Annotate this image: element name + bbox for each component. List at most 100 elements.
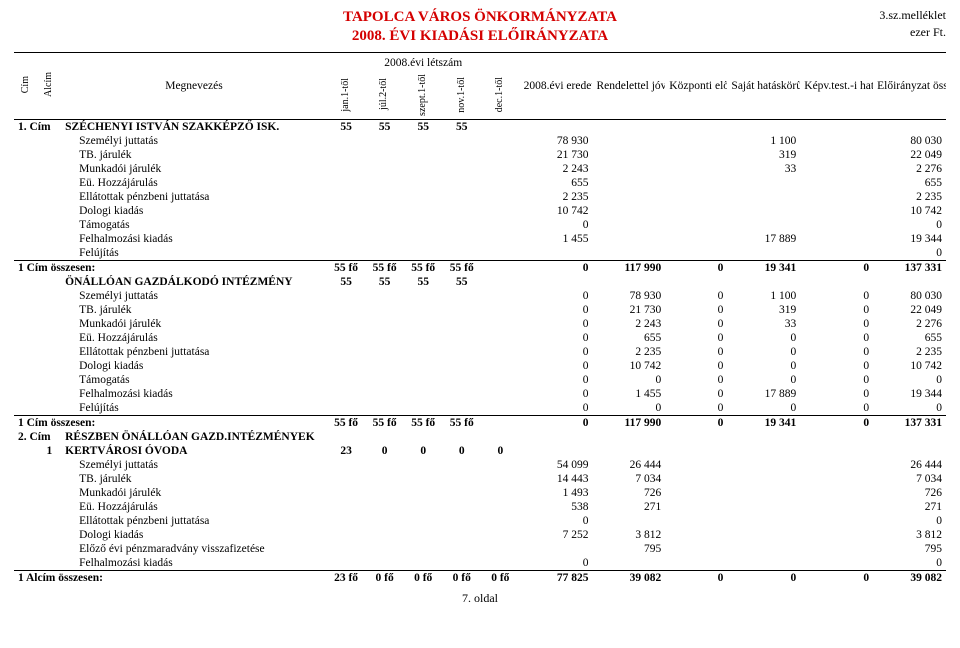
cell-value — [727, 444, 800, 458]
cell-name: Ellátottak pénzbeni juttatása — [61, 514, 327, 528]
cell-quarter — [481, 289, 520, 303]
cell-quarter — [365, 303, 404, 317]
cell-alcim — [38, 486, 62, 500]
hdr-q3: szept.1-től — [404, 73, 443, 120]
cell-quarter — [442, 331, 481, 345]
cell-quarter — [404, 387, 443, 401]
cell-quarter — [442, 359, 481, 373]
cell-cim — [14, 331, 38, 345]
cell-alcim — [38, 528, 62, 542]
table-row: TB. járulék14 4437 0347 034 — [14, 472, 946, 486]
cell-name: Támogatás — [61, 373, 327, 387]
cell-value: 0 — [800, 359, 873, 373]
cell-value — [665, 444, 727, 458]
cell-quarter — [404, 331, 443, 345]
cell-name: RÉSZBEN ÖNÁLLÓAN GAZD.INTÉZMÉNYEK — [61, 430, 327, 444]
cell-value: 2 235 — [873, 190, 946, 204]
cell-quarter — [404, 500, 443, 514]
cell-name: Dologi kiadás — [61, 359, 327, 373]
cell-name: Eü. Hozzájárulás — [61, 500, 327, 514]
cell-value — [665, 430, 727, 444]
cell-value: 14 443 — [520, 472, 593, 486]
cell-quarter — [404, 190, 443, 204]
cell-value — [592, 430, 665, 444]
cell-quarter — [442, 289, 481, 303]
cell-cim — [14, 162, 38, 176]
cell-value — [727, 514, 800, 528]
cell-value: 3 812 — [592, 528, 665, 542]
cell-quarter — [365, 472, 404, 486]
cell-quarter — [481, 317, 520, 331]
cell-quarter: 55 — [327, 120, 366, 135]
cell-quarter — [442, 317, 481, 331]
cell-quarter — [365, 514, 404, 528]
table-row: 2. CímRÉSZBEN ÖNÁLLÓAN GAZD.INTÉZMÉNYEK — [14, 430, 946, 444]
cell-value: 0 — [727, 373, 800, 387]
cell-cim — [14, 317, 38, 331]
cell-quarter — [365, 204, 404, 218]
cell-quarter — [442, 500, 481, 514]
cell-value: 0 — [520, 387, 593, 401]
cell-quarter — [404, 373, 443, 387]
cell-value: 80 030 — [873, 134, 946, 148]
cell-quarter — [404, 246, 443, 261]
cell-quarter — [404, 556, 443, 571]
cell-quarter — [442, 373, 481, 387]
cell-alcim — [38, 401, 62, 416]
table-row: TB. járulék021 7300319022 049 — [14, 303, 946, 317]
cell-value: 0 — [873, 218, 946, 232]
cell-quarter — [404, 218, 443, 232]
cell-alcim — [38, 458, 62, 472]
cell-value — [665, 542, 727, 556]
cell-quarter — [481, 458, 520, 472]
cell-quarter — [365, 401, 404, 416]
cell-value: 2 276 — [873, 162, 946, 176]
cell-value — [800, 134, 873, 148]
cell-value: 19 344 — [873, 232, 946, 246]
cell-cim — [14, 190, 38, 204]
cell-value: 655 — [592, 331, 665, 345]
cell-quarter — [365, 345, 404, 359]
cell-value: 0 — [520, 514, 593, 528]
cell-value: 17 889 — [727, 387, 800, 401]
cell-quarter — [327, 387, 366, 401]
cell-value — [873, 430, 946, 444]
cell-quarter — [442, 458, 481, 472]
cell-quarter — [481, 373, 520, 387]
cell-quarter: 55 fő — [365, 416, 404, 431]
cell-value — [665, 486, 727, 500]
cell-quarter: 0 fő — [404, 571, 443, 586]
cell-quarter — [327, 373, 366, 387]
cell-name: Támogatás — [61, 218, 327, 232]
cell-value — [665, 190, 727, 204]
cell-quarter — [365, 458, 404, 472]
cell-alcim — [38, 387, 62, 401]
cell-alcim — [38, 303, 62, 317]
cell-cim — [14, 232, 38, 246]
cell-value: 0 — [665, 303, 727, 317]
cell-value: 0 — [665, 387, 727, 401]
cell-value — [665, 218, 727, 232]
cell-sum-name: 1 Cím összesen: — [14, 416, 327, 431]
cell-value — [592, 556, 665, 571]
cell-quarter — [404, 514, 443, 528]
cell-name: Személyi juttatás — [61, 134, 327, 148]
cell-value: 0 — [665, 359, 727, 373]
cell-name: Előző évi pénzmaradvány visszafizetése — [61, 542, 327, 556]
cell-sum-name: 1 Cím összesen: — [14, 261, 327, 276]
cell-quarter: 23 — [327, 444, 366, 458]
cell-value: 0 — [592, 401, 665, 416]
cell-value: 2 235 — [592, 345, 665, 359]
cell-value — [800, 120, 873, 135]
cell-cim — [14, 444, 38, 458]
cell-value — [592, 134, 665, 148]
table-row: ÖNÁLLÓAN GAZDÁLKODÓ INTÉZMÉNY55555555 — [14, 275, 946, 289]
cell-value — [665, 472, 727, 486]
cell-value: 655 — [520, 176, 593, 190]
hdr-q2: júl.2-től — [365, 73, 404, 120]
cell-quarter — [327, 134, 366, 148]
cell-quarter — [442, 303, 481, 317]
hdr-cim: Cím — [14, 52, 38, 120]
cell-value — [800, 486, 873, 500]
cell-quarter — [365, 232, 404, 246]
